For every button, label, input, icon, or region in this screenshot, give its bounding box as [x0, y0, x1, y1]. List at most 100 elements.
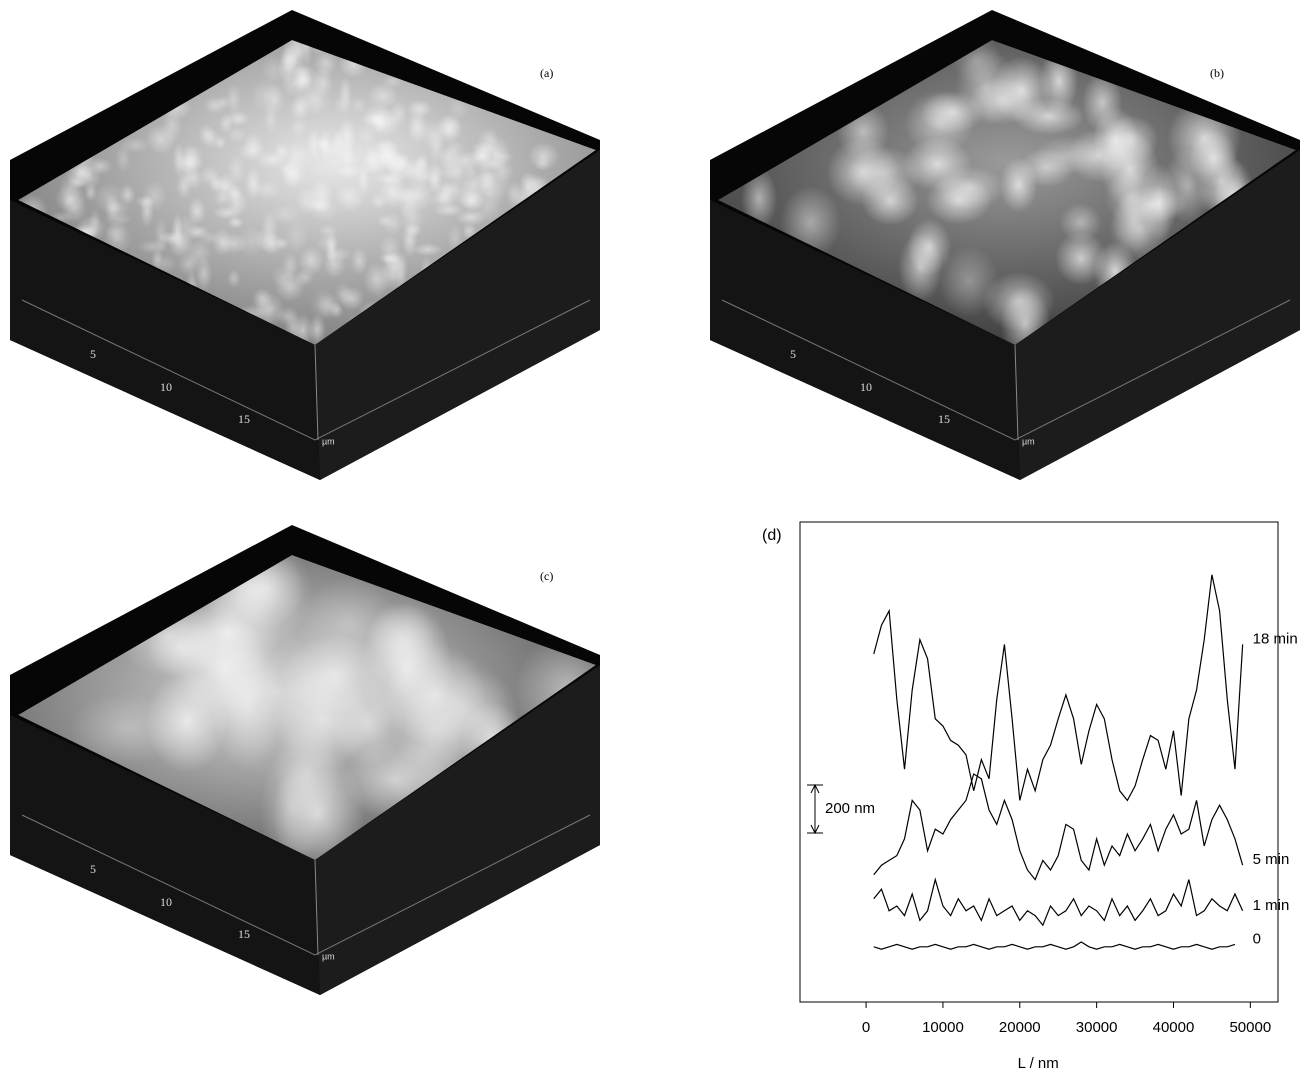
surface-feature — [481, 136, 511, 171]
axis-tick-label: 10 — [160, 380, 172, 394]
surface-feature — [219, 233, 248, 254]
surface-feature — [227, 154, 245, 185]
surface-feature — [411, 169, 439, 186]
surface-feature — [263, 104, 278, 134]
surface-feature — [217, 96, 231, 109]
surface-feature — [428, 129, 444, 164]
surface-feature — [473, 197, 502, 221]
surface-feature — [861, 176, 919, 226]
surface-feature — [195, 257, 212, 291]
surface-feature — [87, 158, 113, 175]
page: 51015µm(a)51015µm(b)51015µm(c)(d)0100002… — [0, 0, 1310, 1081]
profile-line — [874, 942, 1235, 949]
profile-line — [874, 880, 1243, 926]
surface-feature — [305, 199, 333, 213]
surface-feature — [991, 56, 1051, 123]
axis-tick-label: 5 — [790, 347, 796, 361]
surface-feature — [445, 154, 470, 186]
axis-tick-label: 10 — [160, 895, 172, 909]
surface-feature — [335, 183, 365, 211]
surface-feature — [275, 237, 289, 250]
series-label: 1 min — [1253, 897, 1290, 914]
series-label: 18 min — [1253, 630, 1298, 647]
surface-feature — [339, 147, 356, 167]
x-tick-label: 0 — [862, 1019, 870, 1036]
surface-feature — [1059, 203, 1102, 242]
axis-tick-label: 5 — [90, 862, 96, 876]
surface-feature — [294, 70, 312, 90]
surface-feature — [115, 144, 131, 174]
surface-feature — [135, 195, 156, 208]
surface-feature — [402, 222, 417, 257]
surface-feature — [926, 176, 992, 225]
surface-feature — [252, 288, 272, 308]
x-tick-label: 10000 — [922, 1019, 964, 1036]
surface-feature — [1140, 164, 1178, 240]
axis-unit: µm — [322, 951, 335, 961]
surface-feature — [198, 124, 215, 145]
plot-frame — [800, 522, 1278, 1002]
surface-feature — [261, 55, 286, 84]
profile-line — [874, 575, 1243, 801]
surface-feature — [298, 246, 324, 276]
panel-label: (a) — [540, 66, 553, 80]
surface-feature — [433, 202, 464, 216]
surface-feature — [528, 142, 559, 171]
axis-tick-label: 15 — [938, 412, 950, 426]
surface-feature — [413, 243, 443, 256]
surface-feature — [317, 293, 341, 318]
afm-panel: 5 10 15 µm (c) — [10, 525, 624, 995]
surface-feature — [350, 247, 367, 275]
surface-feature — [119, 184, 135, 205]
surface-feature — [339, 76, 352, 109]
surface-feature — [171, 213, 183, 249]
surface-feature — [55, 184, 86, 212]
scale-bar — [807, 785, 823, 833]
surface-feature — [376, 172, 405, 185]
figure: 51015µm(a)51015µm(b)51015µm(c)(d)0100002… — [0, 0, 1310, 1076]
x-axis-label: L / nm — [1018, 1055, 1059, 1072]
surface-feature — [407, 114, 431, 141]
axis-tick-label: 15 — [238, 927, 250, 941]
surface-feature — [214, 135, 227, 149]
x-tick-label: 30000 — [1076, 1019, 1118, 1036]
scale-bar-label: 200 nm — [825, 800, 875, 817]
surface-feature — [282, 141, 310, 171]
x-tick-label: 40000 — [1153, 1019, 1195, 1036]
surface-feature — [1033, 136, 1102, 174]
series-label: 5 min — [1253, 851, 1290, 868]
surface-feature — [199, 166, 221, 187]
axis-unit: µm — [322, 436, 335, 446]
surface-feature — [175, 154, 203, 173]
surface-feature — [227, 126, 248, 143]
surface-feature — [276, 306, 300, 326]
surface-feature — [274, 271, 305, 301]
x-tick-label: 50000 — [1229, 1019, 1271, 1036]
axis-tick-label: 10 — [860, 380, 872, 394]
x-tick-label: 20000 — [999, 1019, 1041, 1036]
surface-feature — [227, 269, 241, 288]
surface-feature — [253, 228, 279, 252]
axis-tick-label: 15 — [238, 412, 250, 426]
surface-feature — [391, 188, 421, 204]
profile-line — [874, 774, 1243, 880]
surface-feature — [227, 184, 243, 203]
surface-feature — [253, 180, 282, 199]
surface-feature — [187, 225, 210, 239]
surface-feature — [361, 113, 388, 127]
surface-feature — [317, 137, 329, 150]
series-label: 0 — [1253, 930, 1261, 947]
axis-unit: µm — [1022, 436, 1035, 446]
surface-feature — [316, 234, 340, 252]
axis-tick-label: 5 — [90, 347, 96, 361]
surface-feature — [227, 216, 244, 228]
surface-feature — [366, 602, 435, 673]
panel-label: (c) — [540, 569, 553, 583]
afm-panel: 5 10 15 µm (a) — [10, 10, 600, 480]
surface-feature — [939, 246, 1000, 318]
surface-feature — [188, 197, 206, 224]
surface-feature — [351, 96, 366, 114]
surface-feature — [407, 100, 432, 118]
panel-label: (d) — [762, 527, 782, 544]
